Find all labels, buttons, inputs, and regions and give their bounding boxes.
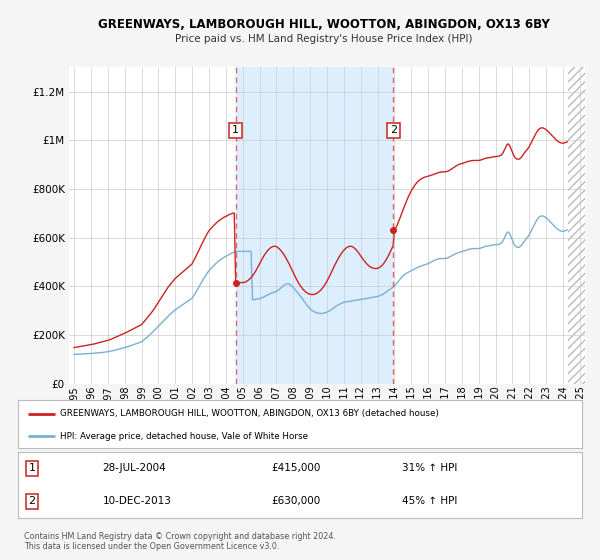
Text: 45% ↑ HPI: 45% ↑ HPI: [401, 497, 457, 506]
Text: GREENWAYS, LAMBOROUGH HILL, WOOTTON, ABINGDON, OX13 6BY: GREENWAYS, LAMBOROUGH HILL, WOOTTON, ABI…: [98, 17, 550, 31]
Bar: [236, 67, 394, 384]
Text: HPI: Average price, detached house, Vale of White Horse: HPI: Average price, detached house, Vale…: [60, 432, 308, 441]
Text: GREENWAYS, LAMBOROUGH HILL, WOOTTON, ABINGDON, OX13 6BY (detached house): GREENWAYS, LAMBOROUGH HILL, WOOTTON, ABI…: [60, 409, 439, 418]
Text: £630,000: £630,000: [272, 497, 321, 506]
Text: 1: 1: [29, 464, 35, 473]
Text: Contains HM Land Registry data © Crown copyright and database right 2024.
This d: Contains HM Land Registry data © Crown c…: [24, 532, 336, 551]
Text: 28-JUL-2004: 28-JUL-2004: [103, 464, 166, 473]
Text: 10-DEC-2013: 10-DEC-2013: [103, 497, 172, 506]
Text: 1: 1: [232, 125, 239, 136]
Text: 2: 2: [29, 497, 35, 506]
Text: £415,000: £415,000: [272, 464, 321, 473]
Bar: [568, 67, 585, 384]
Text: 2: 2: [390, 125, 397, 136]
Text: Price paid vs. HM Land Registry's House Price Index (HPI): Price paid vs. HM Land Registry's House …: [175, 34, 473, 44]
Text: 31% ↑ HPI: 31% ↑ HPI: [401, 464, 457, 473]
